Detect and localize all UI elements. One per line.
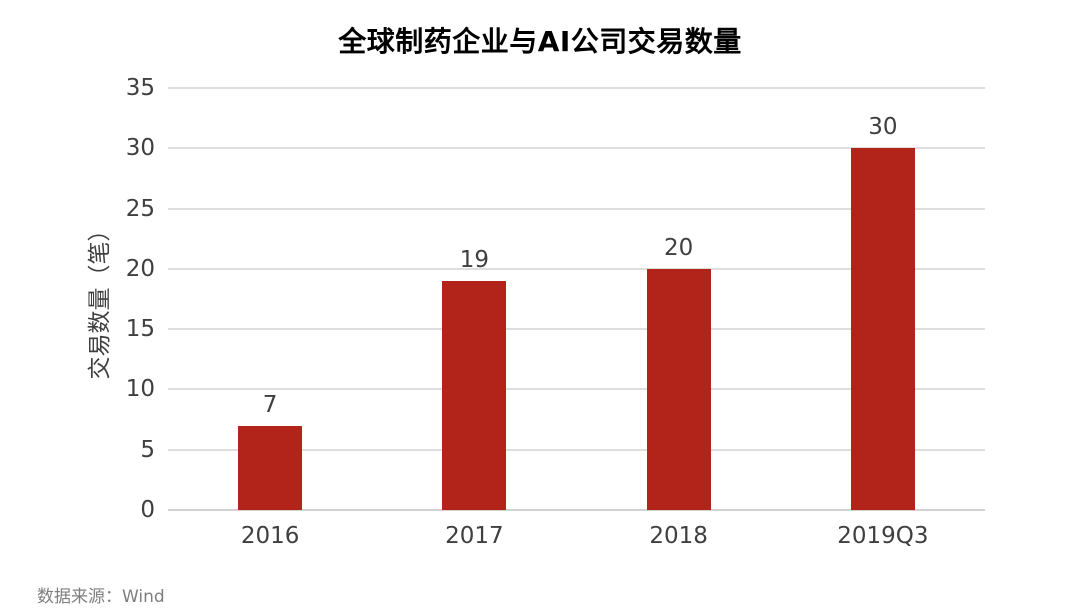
y-axis-tick-labels: 0 5 10 15 20 25 30 35	[0, 75, 155, 523]
y-tick-label: 5	[140, 436, 155, 463]
y-tick-label: 10	[125, 376, 155, 403]
bar-2017	[442, 280, 507, 510]
bar-2019Q3	[850, 148, 915, 510]
y-tick-label: 20	[125, 255, 155, 282]
bar-2018	[646, 268, 711, 510]
source-note: 数据来源：Wind	[37, 587, 165, 607]
x-axis-tick-labels: 2016 2017 2018 2019Q3	[168, 523, 985, 563]
y-tick-label: 30	[125, 135, 155, 162]
gridline	[168, 87, 985, 89]
x-tick-label: 2016	[240, 523, 300, 549]
gridline	[168, 448, 985, 451]
y-tick-label: 35	[125, 75, 155, 101]
gridline	[168, 267, 985, 270]
x-tick-label: 2019Q3	[837, 523, 929, 549]
bar-2016	[238, 425, 303, 510]
chart-title: 全球制药企业与AI公司交易数量	[338, 25, 742, 58]
gridline	[168, 147, 985, 150]
gridline	[168, 207, 985, 210]
y-tick-label: 15	[125, 316, 155, 343]
x-tick-label: 2018	[649, 523, 708, 549]
y-tick-label: 0	[140, 497, 155, 523]
gridline	[168, 328, 985, 331]
bar-value-label: 30	[868, 114, 898, 141]
x-tick-label: 2017	[445, 523, 504, 549]
plot-area: 7 19 20 30	[168, 87, 985, 511]
y-tick-label: 25	[125, 195, 155, 222]
gridline	[168, 388, 985, 391]
x-axis-baseline	[168, 509, 985, 511]
bar-value-label: 19	[459, 246, 490, 273]
bar-value-label: 7	[262, 391, 278, 418]
bar-value-label: 20	[663, 234, 694, 261]
